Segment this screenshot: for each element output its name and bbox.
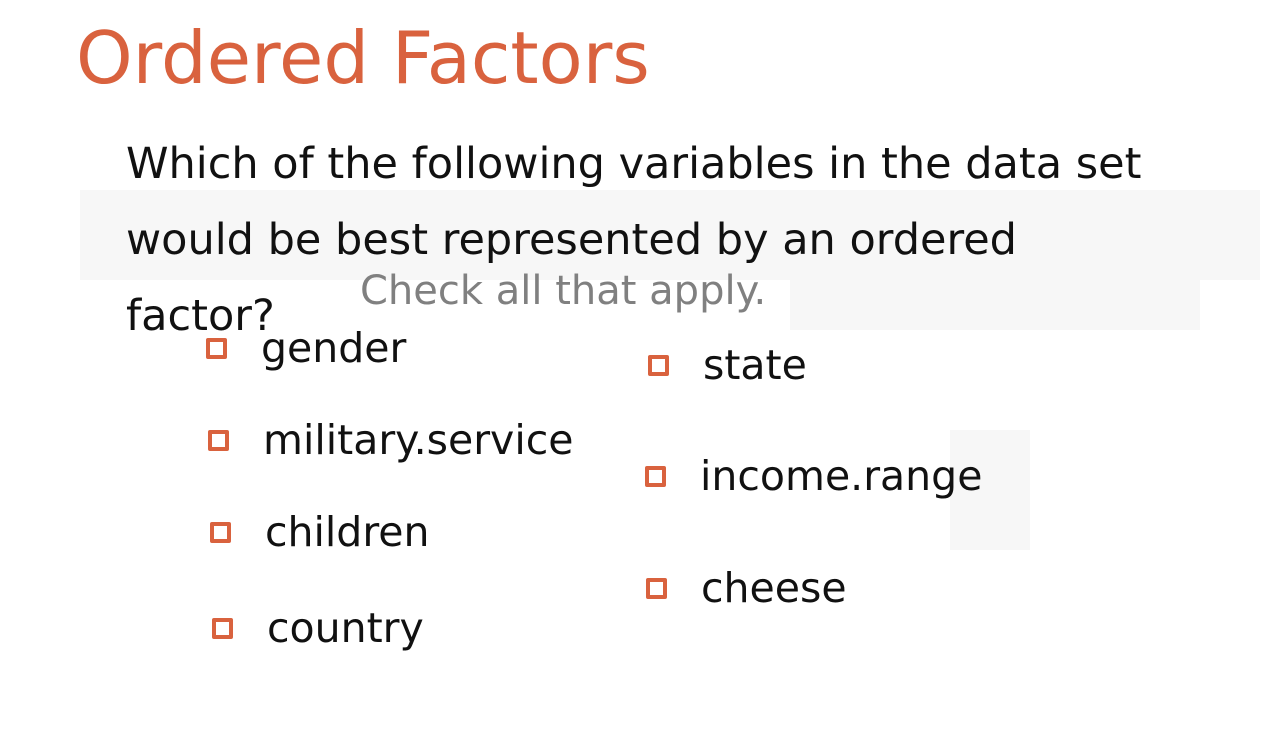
option-label: state (703, 341, 807, 389)
checkbox[interactable] (645, 466, 666, 487)
checkbox[interactable] (648, 355, 669, 376)
option-military-service[interactable]: military.service (208, 420, 573, 461)
option-cheese[interactable]: cheese (646, 568, 847, 609)
option-income-range[interactable]: income.range (645, 456, 982, 497)
background-panel (950, 430, 1030, 550)
option-label: income.range (700, 452, 983, 500)
option-label: country (267, 604, 424, 652)
background-panel (790, 280, 1200, 330)
option-state[interactable]: state (648, 345, 807, 386)
option-label: military.service (263, 416, 574, 464)
checkbox[interactable] (646, 578, 667, 599)
checkbox[interactable] (212, 618, 233, 639)
instruction-text: Check all that apply. (360, 268, 767, 314)
question-text: Which of the following variables in the … (126, 139, 1142, 341)
option-label: gender (261, 324, 407, 372)
option-gender[interactable]: gender (206, 328, 406, 369)
background-panel (80, 190, 1260, 280)
checkbox[interactable] (210, 522, 231, 543)
option-label: children (265, 508, 430, 556)
option-label: cheese (701, 564, 847, 612)
checkbox[interactable] (206, 338, 227, 359)
slide-title: Ordered Factors (76, 16, 650, 100)
option-country[interactable]: country (212, 608, 424, 649)
option-children[interactable]: children (210, 512, 430, 553)
checkbox[interactable] (208, 430, 229, 451)
